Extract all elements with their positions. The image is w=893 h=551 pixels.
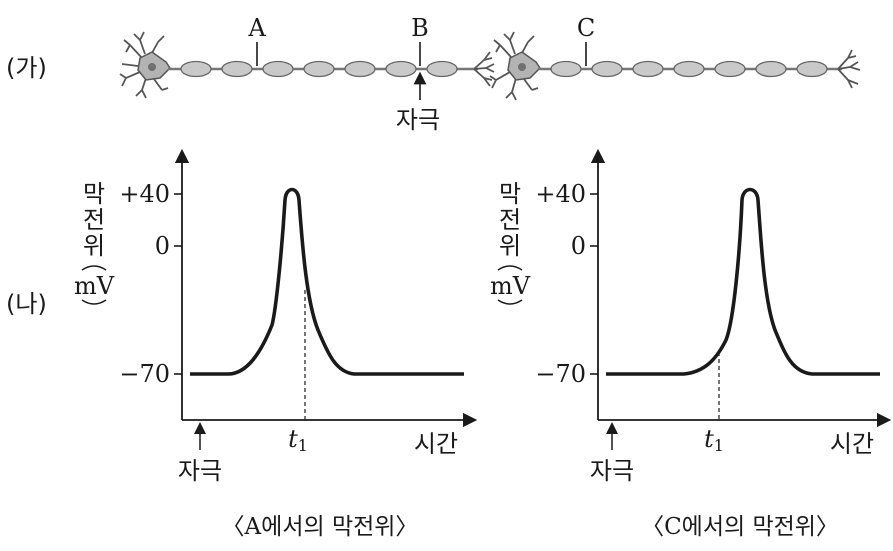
point-c-marker: C — [577, 14, 595, 66]
ylabel-char-3: 위 — [499, 232, 521, 260]
myelin-segment — [796, 60, 828, 78]
myelin-segment — [303, 60, 335, 78]
ytick-label-minus70: −70 — [119, 360, 170, 388]
ylabel-char-2: 전 — [499, 206, 521, 234]
ylabel-paren-bottom — [81, 299, 107, 305]
myelin-segment — [550, 60, 582, 78]
graph-a: 막 전 위 mV +40 0 −70 t1 시간 자극 〈A에서의 막전위〉 — [74, 148, 478, 540]
point-a-label: A — [247, 14, 266, 42]
action-potential-curve — [606, 187, 880, 376]
ylabel-char-3: 위 — [83, 232, 105, 260]
ylabel-paren-top — [81, 265, 107, 271]
myelin-segment — [221, 60, 253, 78]
stimulus-label-graph-a: 자극 — [178, 457, 222, 485]
action-potential-curve — [190, 187, 464, 376]
point-a-marker: A — [247, 14, 266, 66]
point-c-label: C — [577, 14, 595, 42]
graph-c: 막 전 위 mV +40 0 −70 t1 시간 자극 〈C에서의 막전위〉 — [490, 148, 892, 540]
point-b-label: B — [411, 14, 429, 42]
ytick-label-minus70: −70 — [535, 360, 586, 388]
ylabel-unit: mV — [490, 272, 531, 300]
ylabel-paren-bottom — [497, 299, 523, 305]
t1-label: t1 — [288, 425, 308, 455]
axon-terminal-1 — [473, 51, 495, 87]
nucleus-1 — [148, 63, 156, 71]
stimulus-label-b: 자극 — [396, 106, 440, 134]
axon-terminal-2 — [837, 49, 861, 89]
xlabel-time: 시간 — [830, 430, 874, 458]
ytick-label-plus40: +40 — [119, 180, 170, 208]
ytick-label-plus40: +40 — [535, 180, 586, 208]
myelin-segment — [385, 60, 417, 78]
neuron-2 — [489, 31, 861, 101]
stimulus-arrow-b: 자극 — [396, 71, 440, 134]
ylabel-char-2: 전 — [83, 206, 105, 234]
ylabel-unit: mV — [74, 272, 115, 300]
xlabel-time: 시간 — [414, 430, 458, 458]
point-b-marker: B — [411, 14, 429, 66]
t1-label: t1 — [704, 425, 724, 455]
myelin-segment — [673, 60, 705, 78]
axon-2 — [538, 60, 842, 78]
stimulus-label-graph-c: 자극 — [590, 457, 634, 485]
myelin-segment — [714, 60, 746, 78]
neuron-1 — [119, 31, 495, 99]
dendrites-2 — [489, 31, 539, 101]
part-ga-label: (가) — [6, 54, 47, 82]
ytick-label-0: 0 — [155, 232, 170, 260]
axon-1 — [168, 60, 478, 78]
nucleus-2 — [518, 63, 526, 71]
ylabel-char-1: 막 — [499, 180, 521, 208]
myelin-segment — [755, 60, 787, 78]
myelin-segment — [426, 60, 458, 78]
caption-a: 〈A에서의 막전위〉 — [222, 514, 419, 540]
ylabel-char-1: 막 — [83, 180, 105, 208]
myelin-segment — [632, 60, 664, 78]
ylabel-paren-top — [497, 265, 523, 271]
myelin-segment — [591, 60, 623, 78]
ytick-label-0: 0 — [571, 232, 586, 260]
myelin-segment — [262, 60, 294, 78]
caption-c: 〈C에서의 막전위〉 — [641, 514, 839, 540]
myelin-segment — [180, 60, 212, 78]
part-na-label: (나) — [6, 290, 47, 318]
myelin-segment — [344, 60, 376, 78]
